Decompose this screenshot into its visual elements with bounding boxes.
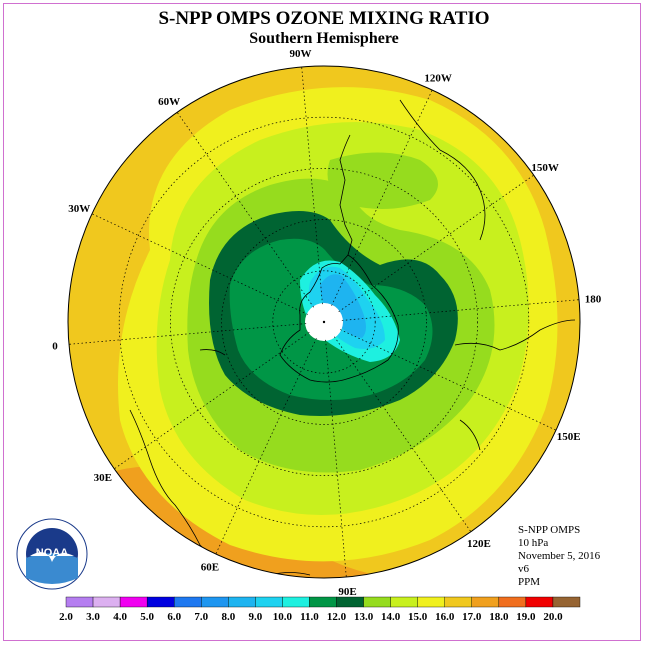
page-title: S-NPP OMPS OZONE MIXING RATIO [158,8,490,29]
latitude-circle [170,168,478,476]
scale-label: 13.0 [354,611,374,623]
scale-swatch [498,596,527,608]
longitude-label: 90E [338,586,356,598]
scale-swatch [201,596,229,608]
scale-swatch [282,596,310,608]
longitude-label: 150E [557,431,581,443]
scale-label: 7.0 [194,611,208,623]
scale-swatch [336,596,364,608]
longitude-label: 120W [424,72,452,84]
page-frame [3,3,641,641]
noaa-logo: NOAA [16,518,88,590]
scale-swatch [552,596,581,608]
scale-label: 20.0 [543,611,563,623]
scale-label: 12.0 [327,611,347,623]
scale-swatch [417,596,445,608]
scale-label: 11.0 [300,611,319,623]
south-america-coast [399,99,486,241]
scale-label: 18.0 [489,611,509,623]
scale-swatch [471,596,500,608]
antarctica-coast [279,254,399,383]
scale-swatch [363,596,391,608]
scale-swatch [255,596,283,608]
graticule [68,66,580,578]
latitude-circle [272,270,376,374]
longitude-label: 120E [467,538,491,550]
info-instrument: S-NPP OMPS [518,524,581,536]
scale-label: 15.0 [408,611,428,623]
longitude-label: 60W [158,96,180,108]
scale-label: 6.0 [167,611,181,623]
scale-label: 8.0 [221,611,235,623]
scale-label: 19.0 [516,611,536,623]
scale-label: 5.0 [140,611,154,623]
scale-label: 16.0 [435,611,455,623]
info-units: PPM [518,576,541,588]
longitude-label: 90W [289,48,311,60]
latitude-circle [118,116,530,528]
scale-label: 9.0 [248,611,262,623]
scale-swatch [65,596,94,608]
info-date: November 5, 2016 [518,550,601,562]
scale-swatch [525,596,554,608]
info-block: S-NPP OMPS 10 hPa November 5, 2016 v6 PP… [518,524,600,589]
scale-swatch [119,596,148,608]
scale-label: 3.0 [86,611,100,623]
color-scale: 2.0 3.0 4.0 5.0 6.0 7.0 8.0 9.0 10.0 11.0 12.0 13.0… [59,596,581,623]
band-8 [320,274,366,338]
scale-swatch [228,596,256,608]
scale-label: 10.0 [273,611,293,623]
info-version: v6 [518,563,529,575]
band-13-patch [327,152,438,209]
longitude-label: 150W [531,162,559,174]
scale-label: 14.0 [381,611,401,623]
map-border [67,65,581,579]
scale-label: 17.0 [462,611,482,623]
longitude-label: 30E [94,472,112,484]
scale-swatch [444,596,472,608]
nz-coast [199,349,226,356]
longitude-label: 60E [201,562,219,574]
scale-swatch [92,596,121,608]
madagascar [459,419,481,451]
longitude-label: 180 [585,293,602,305]
ozone-field [68,66,580,578]
scale-label: 4.0 [113,611,127,623]
info-level: 10 hPa [518,537,549,549]
scale-swatch [146,596,175,608]
scale-swatch [309,596,337,608]
longitude-label: 30W [68,203,90,215]
africa-coast [454,319,576,351]
south-pole-marker [322,320,326,324]
scale-swatch [390,596,418,608]
scale-label: 2.0 [59,611,73,623]
scale-swatch [174,596,202,608]
antarctic-peninsula [339,134,353,256]
logo-text: NOAA [36,547,68,559]
coastlines [129,99,576,576]
longitude-label: 0 [52,341,58,353]
longitude-labels: 90W 60W 30W 0 30E 60E 90E 120E 150E 180 150W 120W [52,48,601,598]
page-subtitle: Southern Hemisphere [249,30,399,47]
latitude-circle [221,219,427,425]
